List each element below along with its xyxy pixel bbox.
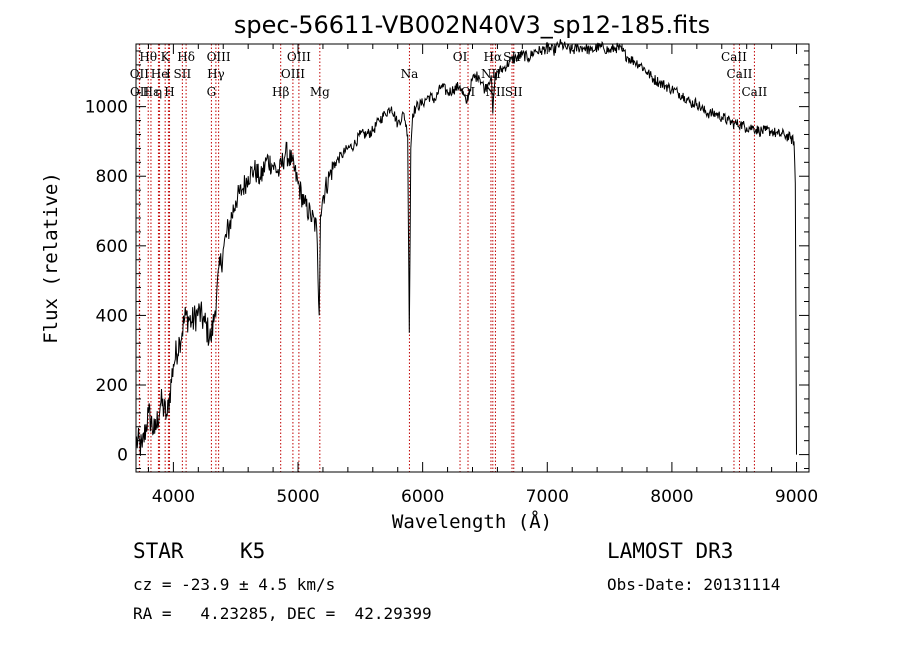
x-tick-label: 6000 — [401, 487, 444, 507]
line-marker-label: η — [155, 85, 162, 99]
x-tick-label: 8000 — [650, 487, 693, 507]
x-tick-label: 9000 — [775, 487, 818, 507]
x-tick-label: 7000 — [526, 487, 569, 507]
y-tick-label: 800 — [96, 167, 128, 187]
y-tick-label: 0 — [117, 446, 128, 466]
line-marker-label: Na — [401, 67, 419, 81]
line-markers — [138, 44, 755, 472]
x-tick-label: 5000 — [276, 487, 319, 507]
line-marker-label: I — [166, 67, 171, 81]
survey-name: LAMOST DR3 — [607, 539, 734, 563]
y-tick-label: 600 — [96, 237, 128, 257]
spectrum-line — [135, 39, 797, 456]
y-axis: 0 200 400 600 800 1000 — [85, 50, 809, 470]
line-marker-label: SII — [174, 67, 192, 81]
line-marker-label: H — [164, 85, 174, 99]
line-marker-label: OIII — [207, 50, 231, 64]
x-axis-title: Wavelength (Å) — [392, 510, 552, 533]
line-marker-label: Mg — [310, 85, 330, 99]
chart-title: spec-56611-VB002N40V3_sp12-185.fits — [234, 11, 710, 39]
line-marker-label: OIII — [287, 50, 311, 64]
y-tick-label: 200 — [96, 376, 128, 396]
object-class: STAR — [133, 539, 184, 563]
line-marker-label: CaII — [741, 85, 767, 99]
line-marker-label: Hβ — [272, 85, 289, 99]
x-axis: 4000 5000 6000 7000 8000 9000 — [147, 44, 818, 507]
subclass: K5 — [240, 539, 266, 563]
line-marker-label: Hε — [143, 85, 160, 99]
line-marker-label: SII — [505, 85, 523, 99]
cz-value: cz = -23.9 ± 4.5 km/s — [133, 575, 336, 594]
line-marker-label: K — [161, 50, 171, 64]
y-tick-label: 400 — [96, 306, 128, 326]
line-marker-label: OII — [130, 85, 150, 99]
line-marker-label: OI — [453, 50, 468, 64]
line-marker-label: CaII — [727, 67, 753, 81]
line-marker-label: Hγ — [207, 67, 225, 81]
line-marker-label: Hα — [484, 50, 503, 64]
plot-frame — [135, 43, 810, 473]
line-marker-label: OIII — [281, 67, 305, 81]
line-marker-label: NII — [485, 85, 505, 99]
x-tick-label: 4000 — [152, 487, 195, 507]
line-marker-label: Hδ — [177, 50, 195, 64]
line-marker-label: CaII — [721, 50, 747, 64]
line-marker-label: OII — [130, 67, 150, 81]
line-marker-label: He — [151, 67, 169, 81]
line-marker-label: Hθ — [139, 50, 157, 64]
obs-date: Obs-Date: 20131114 — [607, 575, 781, 594]
coordinates: RA = 4.23285, DEC = 42.29399 — [133, 604, 432, 623]
line-marker-label: G — [207, 85, 217, 99]
y-axis-title: Flux (relative) — [40, 172, 62, 344]
y-tick-label: 1000 — [85, 98, 128, 118]
